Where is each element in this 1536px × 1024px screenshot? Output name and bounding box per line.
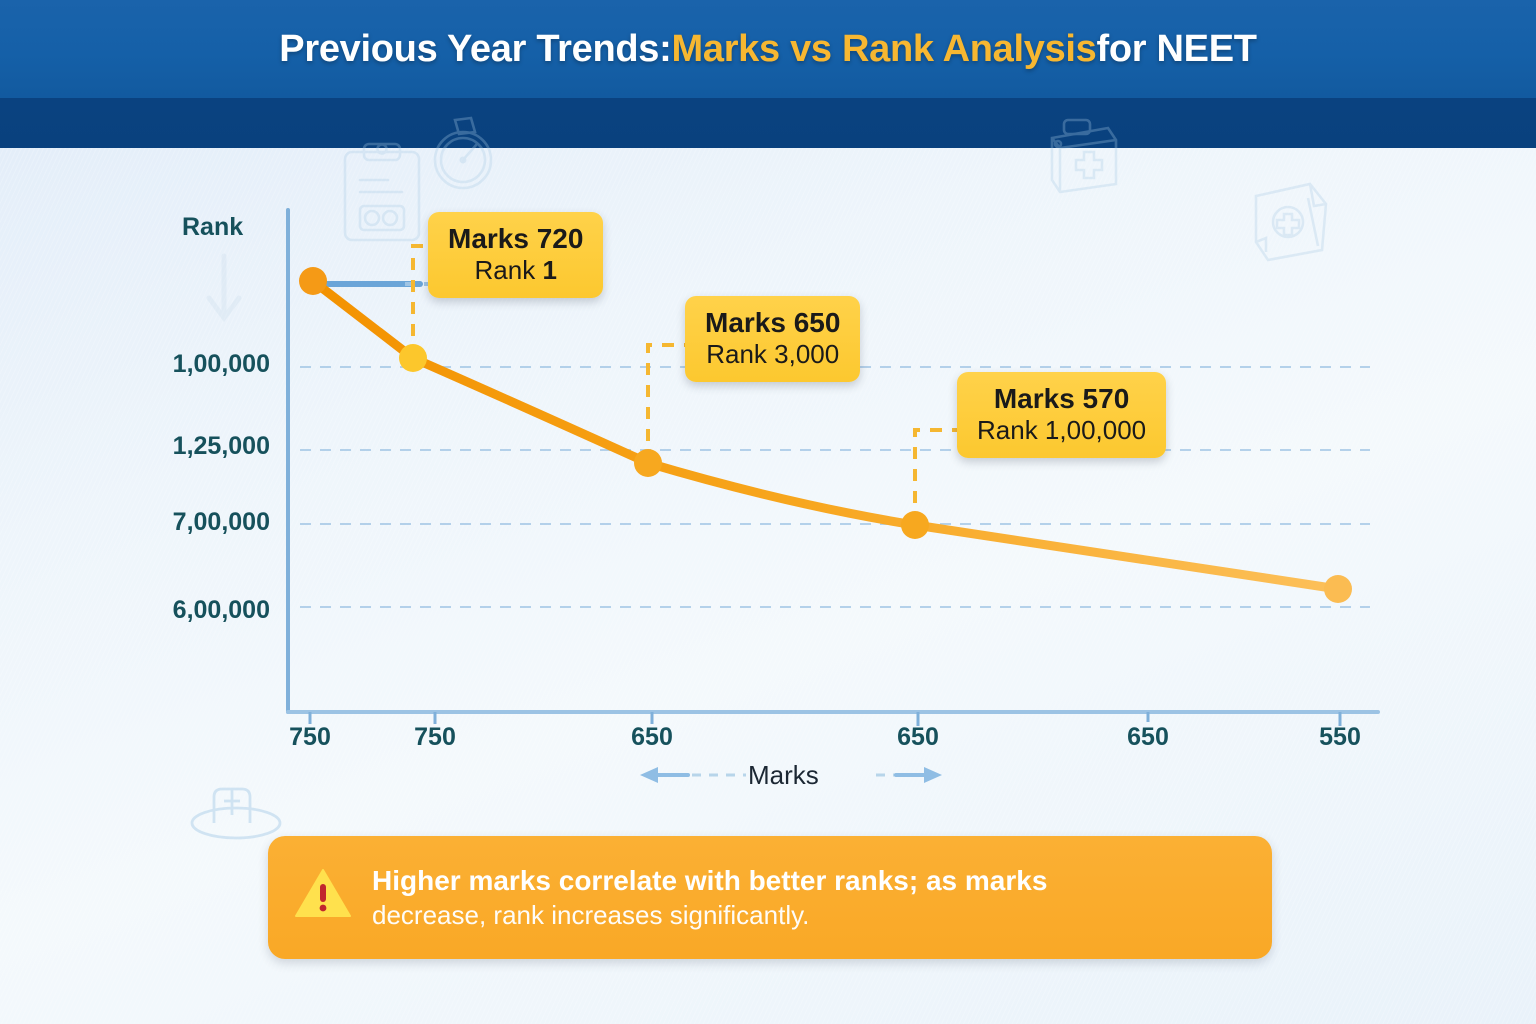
warning-triangle-icon <box>294 867 352 924</box>
data-callout[interactable]: Marks 650 Rank 3,000 <box>685 296 861 383</box>
y-axis-tick-label: 1,00,000 <box>172 350 270 378</box>
insight-banner: Higher marks correlate with better ranks… <box>268 836 1272 959</box>
left-arrow-icon <box>636 762 748 793</box>
callout-marks-label: Marks 570 <box>993 383 1130 414</box>
data-callout[interactable]: Marks 720 Rank 1 <box>428 212 604 299</box>
x-axis-tick-label: 650 <box>897 723 939 751</box>
callout-marks-label: Marks 650 <box>705 307 841 338</box>
insight-line-1: Higher marks correlate with better ranks… <box>372 864 1048 896</box>
x-axis-tick-label: 550 <box>1319 723 1361 751</box>
x-axis-tick-label: 650 <box>631 723 673 751</box>
title-segment-primary: Previous Year Trends: <box>279 27 672 70</box>
callout-rank-value: 3,000 <box>774 339 840 370</box>
callout-rank-label: Rank <box>474 255 543 286</box>
callout-marks-label: Marks 720 <box>448 223 584 254</box>
callout-rank-line: Rank 1,00,000 <box>977 415 1146 446</box>
y-axis-title: Rank <box>182 213 244 241</box>
y-axis-tick-label: 7,00,000 <box>172 508 270 536</box>
title-segment-suffix: for NEET <box>1096 27 1257 70</box>
insight-line-2: decrease, rank increases significantly. <box>372 899 810 930</box>
callout-rank-value: 1 <box>542 255 557 286</box>
callout-rank-label: Rank <box>706 339 775 370</box>
x-axis-title: Marks <box>748 760 819 790</box>
insight-text: Higher marks correlate with better ranks… <box>372 863 1047 933</box>
x-axis-tick-label: 650 <box>1127 723 1169 751</box>
callout-rank-label: Rank <box>977 415 1045 446</box>
callout-rank-value: 1,00,000 <box>1044 415 1147 446</box>
x-axis-tick-label: 750 <box>289 723 331 751</box>
header-band-bottom <box>0 98 1536 148</box>
x-axis-tick-label: 750 <box>414 723 456 751</box>
callout-rank-line: Rank 1 <box>448 255 583 286</box>
right-arrow-icon <box>874 762 946 793</box>
y-axis-tick-label: 6,00,000 <box>172 596 270 624</box>
data-callout[interactable]: Marks 570 Rank 1,00,000 <box>957 372 1167 459</box>
header-band-top <box>0 0 1536 98</box>
y-axis-tick-label: 1,25,000 <box>172 432 270 460</box>
title-segment-accent: Marks vs Rank Analysis <box>671 27 1097 70</box>
callout-rank-line: Rank 3,000 <box>705 339 840 370</box>
page-title: Previous Year Trends: Marks vs Rank Anal… <box>0 0 1536 98</box>
